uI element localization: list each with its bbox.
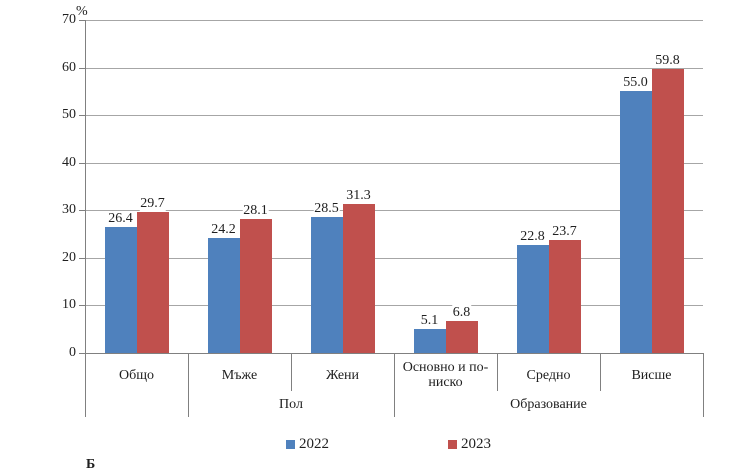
gridline-20 [85,257,703,259]
gridline-70 [85,20,703,21]
gridline-40 [85,162,703,164]
bar-2023-category-4 [548,240,581,353]
x-axis-group-separator [85,353,86,417]
x-axis-category-label-0: Общо [118,367,154,383]
bar-2022-category-1 [207,237,240,353]
y-axis-tick-30 [79,210,85,212]
bar-2023-category-5 [651,68,684,353]
bar-2023-category-1 [239,219,272,353]
y-axis-unit-label: % [76,4,88,19]
x-axis-category-separator [497,353,498,391]
y-axis-tick-label-20: 20 [62,249,76,265]
y-axis-tick-50 [79,115,85,117]
legend-label: 2023 [461,436,491,452]
value-label-2023-category-5: 59.8 [654,52,681,68]
y-axis-tick-70 [79,20,85,21]
x-axis-group-label-2: Образование [510,396,587,412]
bar-2022-category-2 [310,217,343,353]
x-axis-group-separator [703,353,704,417]
bar-2023-category-2 [342,204,375,353]
y-axis-tick-10 [79,305,85,307]
value-label-2022-category-3: 5.1 [419,312,440,328]
y-axis-tick-20 [79,257,85,259]
y-axis-tick-label-30: 30 [62,202,76,218]
value-label-2022-category-1: 24.2 [210,221,237,237]
x-axis-group-label-1: Пол [279,396,303,412]
y-axis-tick-label-70: 70 [62,12,76,27]
bar-2022-category-5 [619,91,652,353]
gridline-50 [85,115,703,117]
gridline-10 [85,305,703,307]
legend-label: 2022 [299,436,329,452]
legend-swatch-icon [448,440,457,449]
y-axis-tick-label-40: 40 [62,154,76,170]
x-axis-category-label-2: Жени [325,367,360,383]
y-axis-tick-60 [79,67,85,69]
x-axis-group-separator [188,353,189,417]
bar-2022-category-4 [516,244,549,353]
value-label-2023-category-1: 28.1 [242,203,269,219]
x-axis-category-label-1: Мъже [221,367,258,383]
bar-2022-category-0 [104,227,137,353]
legend-item-2022: 2022 [286,437,329,452]
gridline-60 [85,67,703,69]
chart-legend: 2022 2023 [286,437,491,452]
x-axis-category-label-3: Основно и по-ниско [402,360,489,390]
bar-2023-category-0 [136,211,169,353]
legend-swatch-icon [286,440,295,449]
value-label-2022-category-2: 28.5 [313,201,340,217]
x-axis-category-label-5: Висше [631,367,672,383]
x-axis-group-separator [394,353,395,417]
y-axis-tick-label-10: 10 [62,297,76,313]
value-label-2022-category-5: 55.0 [622,75,649,91]
x-axis-category-label-4: Средно [526,367,571,383]
legend-item-2023: 2023 [448,437,491,452]
x-axis-category-separator [291,353,292,391]
bar-2022-category-3 [413,328,446,353]
y-axis-tick-label-0: 0 [69,345,76,360]
bar-2023-category-3 [445,320,478,353]
y-axis-line [85,20,86,353]
value-label-2023-category-3: 6.8 [451,304,472,320]
y-axis-tick-0 [79,353,85,354]
gridline-30 [85,210,703,212]
y-axis-tick-label-60: 60 [62,59,76,75]
x-axis-category-separator [600,353,601,391]
value-label-2022-category-4: 22.8 [519,228,546,244]
caption-text-fragment: Б [86,457,96,472]
value-label-2022-category-0: 26.4 [107,211,134,227]
y-axis-tick-label-50: 50 [62,107,76,123]
value-label-2023-category-0: 29.7 [139,195,166,211]
y-axis-tick-40 [79,162,85,164]
value-label-2023-category-2: 31.3 [345,188,372,204]
value-label-2023-category-4: 23.7 [551,224,578,240]
